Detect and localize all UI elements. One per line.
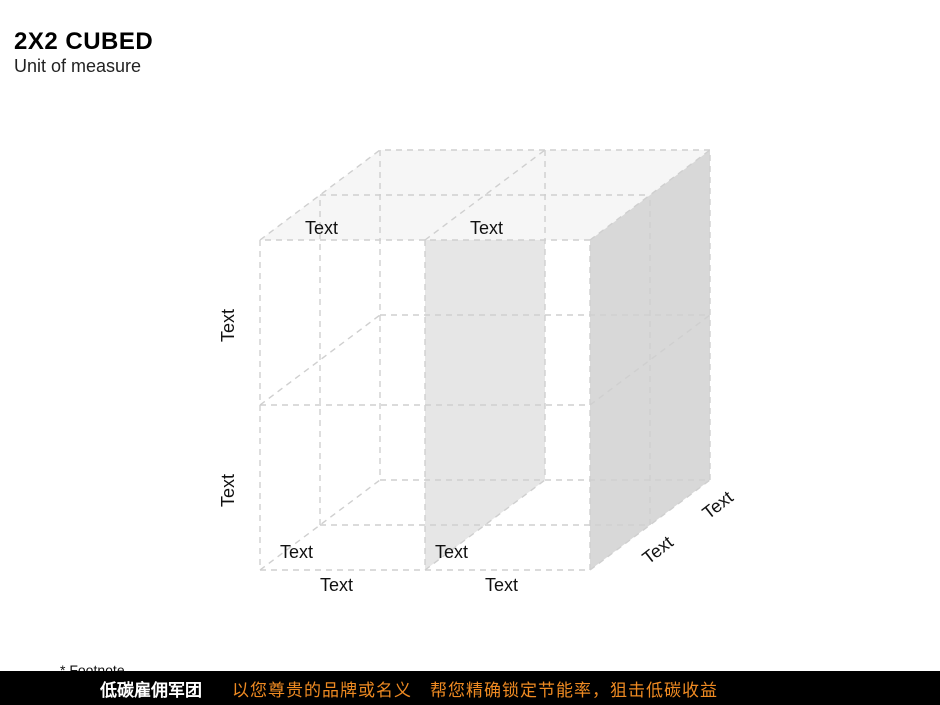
page-subtitle: Unit of measure	[14, 56, 141, 77]
footer-brand: 低碳雇佣军团	[100, 676, 202, 701]
cube-diagram: Text Text Text Text Text Text Text Text …	[260, 150, 730, 580]
footer-bar: 低碳雇佣军团 以您尊贵的品牌或名义 帮您精确锁定节能率，狙击低碳收益	[0, 671, 940, 705]
label-left-upper: Text	[218, 309, 239, 342]
label-left-lower: Text	[218, 474, 239, 507]
cube-svg	[260, 150, 730, 580]
page-title: 2X2 CUBED	[14, 28, 153, 56]
footer-slogan: 以您尊贵的品牌或名义 帮您精确锁定节能率，狙击低碳收益	[232, 676, 718, 701]
label-front-inner-right: Text	[435, 542, 468, 563]
label-top-back-right: Text	[470, 218, 503, 239]
label-front-outer-right: Text	[485, 575, 518, 596]
label-front-inner-left: Text	[280, 542, 313, 563]
label-top-back-left: Text	[305, 218, 338, 239]
label-front-outer-left: Text	[320, 575, 353, 596]
